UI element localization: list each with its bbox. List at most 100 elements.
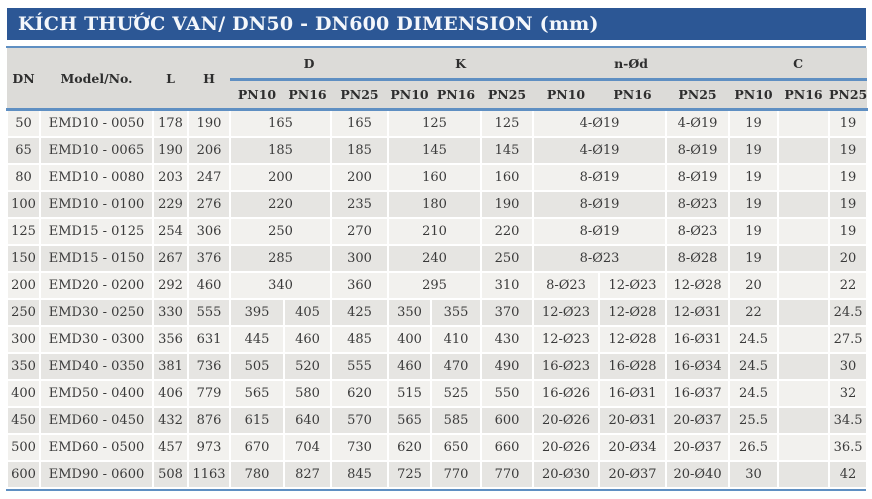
cell-value: 220: [229, 190, 332, 219]
header-group-row: DN Model/No. L H D K n-Ød C: [7, 48, 868, 111]
cell-model: EMD15 - 0150: [39, 244, 154, 273]
cell-value: 16-Ø31: [598, 379, 668, 408]
cell-value: 12-Ø28: [598, 298, 668, 327]
cell-value: 770: [430, 460, 483, 489]
cell-value: 160: [480, 163, 535, 192]
table-row: 125 EMD15 - 0125 254 306 250 270 210 220 8-Ø19 8-…: [6, 217, 869, 246]
cell-value: [777, 433, 831, 462]
cell-value: [777, 217, 831, 246]
cell-value: 410: [430, 325, 483, 354]
cell-value: 250: [229, 217, 332, 246]
cell-value: 640: [283, 406, 332, 435]
cell-dn: 50: [6, 108, 41, 138]
cell-value: 160: [387, 163, 483, 192]
cell-value: 19: [828, 190, 869, 219]
cell-value: 165: [229, 108, 332, 138]
col-header-c-pn10: PN10: [729, 79, 779, 111]
cell-value: 340: [229, 271, 332, 300]
cell-l: 203: [152, 163, 189, 192]
cell-value: 16-Ø31: [665, 325, 731, 354]
col-header-d-pn10: PN10: [230, 79, 284, 111]
col-header-h: H: [188, 48, 230, 111]
cell-value: 445: [229, 325, 285, 354]
col-header-d-pn16: PN16: [284, 79, 331, 111]
cell-dn: 250: [6, 298, 41, 327]
cell-h: 876: [187, 406, 231, 435]
cell-h: 460: [187, 271, 231, 300]
cell-value: [777, 108, 831, 138]
cell-dn: 450: [6, 406, 41, 435]
col-group-k: K: [388, 48, 534, 81]
cell-value: 125: [480, 108, 535, 138]
cell-dn: 65: [6, 136, 41, 165]
cell-l: 190: [152, 136, 189, 165]
cell-value: 620: [387, 433, 433, 462]
dimension-table: DN Model/No. L H D K n-Ød C PN10 PN16 PN…: [6, 48, 869, 489]
cell-value: 27.5: [828, 325, 869, 354]
cell-value: 8-Ø19: [532, 163, 668, 192]
col-header-k-pn10: PN10: [388, 79, 432, 111]
cell-value: 20-Ø37: [598, 460, 668, 489]
cell-value: 250: [480, 244, 535, 273]
cell-model: EMD10 - 0100: [39, 190, 154, 219]
cell-h: 555: [187, 298, 231, 327]
cell-value: 19: [728, 217, 780, 246]
col-group-nod: n-Ød: [533, 48, 730, 81]
cell-value: 16-Ø26: [532, 379, 601, 408]
cell-model: EMD10 - 0050: [39, 108, 154, 138]
cell-value: 350: [387, 298, 433, 327]
cell-dn: 200: [6, 271, 41, 300]
cell-value: 16-Ø23: [532, 352, 601, 381]
table-row: 50 EMD10 - 0050 178 190 165 165 125 125 4-Ø19 4-Ø…: [6, 108, 869, 138]
cell-value: 8-Ø23: [532, 244, 668, 273]
cell-value: 24.5: [728, 325, 780, 354]
cell-value: 4-Ø19: [532, 108, 668, 138]
cell-value: 12-Ø23: [532, 325, 601, 354]
cell-model: EMD20 - 0200: [39, 271, 154, 300]
cell-value: 180: [387, 190, 483, 219]
cell-value: 295: [387, 271, 483, 300]
cell-value: 12-Ø23: [598, 271, 668, 300]
cell-value: 19: [828, 136, 869, 165]
cell-value: 650: [430, 433, 483, 462]
cell-dn: 600: [6, 460, 41, 489]
cell-value: 220: [480, 217, 535, 246]
dimension-table-wrap: DN Model/No. L H D K n-Ød C PN10 PN16 PN…: [6, 46, 869, 491]
cell-value: 22: [728, 298, 780, 327]
cell-h: 631: [187, 325, 231, 354]
cell-l: 381: [152, 352, 189, 381]
cell-l: 292: [152, 271, 189, 300]
cell-dn: 100: [6, 190, 41, 219]
cell-model: EMD30 - 0300: [39, 325, 154, 354]
cell-value: 827: [283, 460, 332, 489]
cell-value: 430: [480, 325, 535, 354]
col-header-c-pn25: PN25: [829, 79, 867, 111]
cell-l: 254: [152, 217, 189, 246]
cell-h: 736: [187, 352, 231, 381]
cell-value: 570: [329, 406, 390, 435]
cell-h: 973: [187, 433, 231, 462]
cell-value: 725: [387, 460, 433, 489]
cell-value: 19: [828, 163, 869, 192]
cell-value: [777, 136, 831, 165]
cell-value: 145: [480, 136, 535, 165]
cell-value: 585: [430, 406, 483, 435]
cell-value: 24.5: [728, 379, 780, 408]
cell-dn: 300: [6, 325, 41, 354]
cell-value: 270: [329, 217, 390, 246]
cell-l: 229: [152, 190, 189, 219]
table-row: 65 EMD10 - 0065 190 206 185 185 145 145 4-Ø19 8-Ø…: [6, 136, 869, 165]
cell-l: 178: [152, 108, 189, 138]
cell-value: 20-Ø40: [665, 460, 731, 489]
cell-h: 206: [187, 136, 231, 165]
header-pn-row: PN10 PN16 PN25 PN10 PN16 PN25 PN10 PN16 …: [7, 79, 867, 111]
cell-value: 485: [329, 325, 390, 354]
table-row: 250 EMD30 - 0250 330 555 395 405 425 350 355 370 1…: [6, 298, 869, 327]
cell-value: 185: [329, 136, 390, 165]
cell-value: 515: [387, 379, 433, 408]
cell-value: 730: [329, 433, 390, 462]
cell-dn: 80: [6, 163, 41, 192]
cell-value: 210: [387, 217, 483, 246]
cell-value: 200: [229, 163, 332, 192]
